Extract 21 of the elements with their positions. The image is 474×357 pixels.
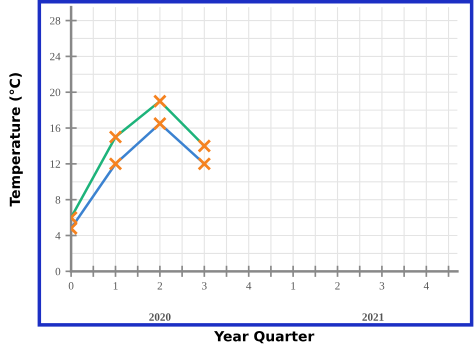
y-tick-label: 20 (50, 88, 60, 96)
x-tick-label: 1 (114, 282, 118, 290)
y-tick-label: 24 (50, 52, 61, 60)
y-tick-label: 28 (50, 17, 60, 25)
y-tick-label: 0 (56, 268, 60, 276)
x-axis-title: Year Quarter (214, 330, 314, 344)
x-tick-label: 1 (291, 282, 296, 290)
x-tick-label: 4 (246, 282, 252, 290)
y-tick-label: 12 (50, 160, 60, 168)
x-tick-label: 3 (380, 282, 384, 290)
y-tick-label: 16 (50, 124, 60, 132)
y-tick-label: 4 (55, 232, 61, 240)
x-tick-label: 2 (158, 282, 162, 290)
y-axis-title: Temperature (°C) (9, 73, 23, 206)
x-tick-label: 4 (424, 282, 429, 290)
x-tick-label: 0 (68, 282, 74, 290)
text: 2020 (149, 313, 171, 321)
text: 2021 (362, 313, 384, 321)
y-tick-label: 8 (56, 196, 60, 204)
x-tick-label: 3 (202, 282, 207, 290)
x-tick-label: 2 (335, 282, 340, 290)
